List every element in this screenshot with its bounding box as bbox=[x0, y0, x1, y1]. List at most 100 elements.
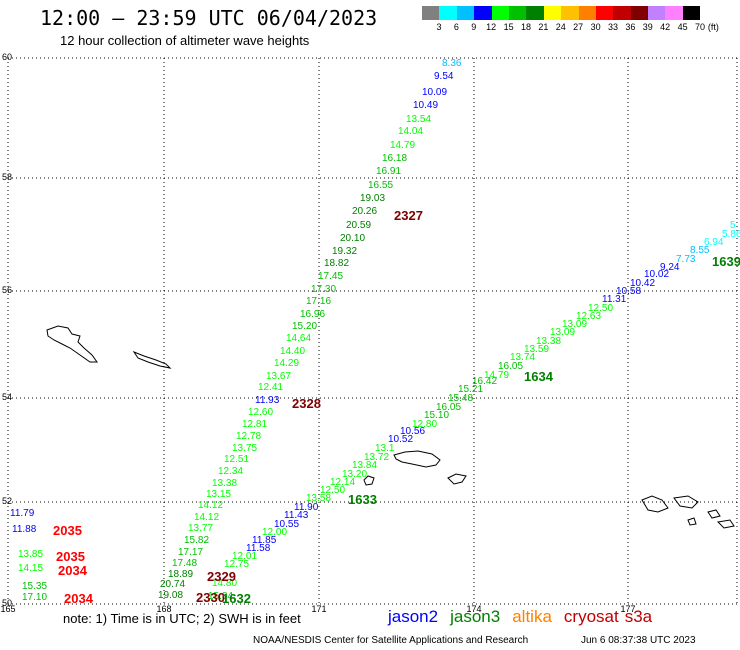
color-swatch bbox=[682, 6, 701, 20]
wave-height-label: 15.48 bbox=[448, 393, 473, 404]
pass-time-label: 2034 bbox=[64, 591, 94, 606]
wave-height-label: 12.78 bbox=[236, 431, 261, 442]
color-swatch bbox=[543, 6, 562, 20]
wave-height-label: 11.79 bbox=[10, 508, 35, 519]
coastline-shape bbox=[687, 517, 697, 526]
wave-height-label: 14.15 bbox=[18, 563, 43, 574]
wave-height-label: 7.73 bbox=[676, 254, 696, 265]
wave-height-label: 12.50 bbox=[588, 303, 613, 314]
wave-height-label: 10.58 bbox=[616, 286, 641, 297]
color-scale-label: 15 bbox=[503, 22, 514, 32]
wave-height-label: 13.09 bbox=[550, 327, 575, 338]
wave-height-label: 13.15 bbox=[206, 489, 231, 500]
wave-height-label: 12.01 bbox=[232, 551, 257, 562]
wave-height-label: 20.74 bbox=[160, 579, 185, 590]
pass-time-label: 2035 bbox=[56, 549, 85, 564]
wave-height-label: 14.64 bbox=[286, 333, 311, 344]
wave-height-label: 14.12 bbox=[198, 500, 223, 511]
color-scale-label: 27 bbox=[573, 22, 584, 32]
wave-height-label: 13.77 bbox=[188, 523, 213, 534]
latitude-label: 60 bbox=[2, 52, 12, 62]
wave-height-label: 16.91 bbox=[376, 166, 401, 177]
wave-height-label: 15.20 bbox=[292, 321, 317, 332]
wave-height-label: 12.80 bbox=[412, 419, 437, 430]
color-swatch bbox=[508, 6, 527, 20]
coastline-shape bbox=[363, 475, 375, 486]
wave-height-label: 10.02 bbox=[644, 269, 669, 280]
longitude-label: 171 bbox=[311, 604, 326, 614]
wave-height-label: 15.84 bbox=[208, 591, 233, 602]
longitude-label: 177 bbox=[620, 604, 635, 614]
color-scale-label: 70 bbox=[694, 22, 705, 32]
wave-height-label: 13.85 bbox=[18, 549, 43, 560]
wave-height-label: 20.10 bbox=[340, 233, 365, 244]
latitude-label: 54 bbox=[2, 392, 12, 402]
pass-time-label: 2330 bbox=[196, 590, 225, 605]
wave-height-label: 11.31 bbox=[602, 294, 627, 305]
time-labels: 2327 2328 2329 2330 1639 1634 1633 1632 2035 2035… bbox=[53, 208, 740, 606]
wave-height-label: 10.42 bbox=[630, 278, 655, 289]
wave-height-label: 14.40 bbox=[280, 346, 305, 357]
wave-height-label: 13.74 bbox=[510, 352, 535, 363]
color-scale-label: 21 bbox=[538, 22, 549, 32]
wave-height-label: 12.41 bbox=[258, 382, 283, 393]
wave-height-label: 12.51 bbox=[224, 454, 249, 465]
color-scale-label: 36 bbox=[625, 22, 636, 32]
wave-height-label: 13.38 bbox=[536, 336, 561, 347]
pass-time-label: 2034 bbox=[58, 563, 88, 578]
wave-height-label: 16.05 bbox=[436, 402, 461, 413]
wave-height-label: 17.17 bbox=[178, 547, 203, 558]
color-scale-label: 45 bbox=[677, 22, 688, 32]
coastline-shape bbox=[673, 495, 699, 509]
color-scale-label: 39 bbox=[642, 22, 653, 32]
wave-height-label: 13.09 bbox=[562, 319, 587, 330]
wave-height-label: 13.20 bbox=[342, 469, 367, 480]
wave-height-label: 16.55 bbox=[368, 180, 393, 191]
wave-height-label: 12.75 bbox=[224, 559, 249, 570]
coastline-shape bbox=[447, 473, 467, 485]
wave-height-label: 17.16 bbox=[306, 296, 331, 307]
wave-height-label: 19.03 bbox=[360, 193, 385, 204]
color-swatch bbox=[665, 6, 683, 20]
satellite-name: s3a bbox=[624, 607, 653, 626]
pass-time-label: 2035 bbox=[53, 523, 82, 538]
color-scale bbox=[422, 6, 701, 20]
color-scale-label: 24 bbox=[555, 22, 566, 32]
color-swatch bbox=[613, 6, 631, 20]
coastline-shape bbox=[716, 519, 735, 529]
color-scale-unit: (ft) bbox=[707, 22, 719, 32]
wave-height-label: 15.21 bbox=[458, 384, 483, 395]
color-scale-label: 3 bbox=[436, 22, 442, 32]
coastline-shape bbox=[132, 350, 172, 369]
wave-height-label: 15.82 bbox=[184, 535, 209, 546]
map-grid bbox=[7, 57, 738, 605]
color-scale-label: 12 bbox=[486, 22, 497, 32]
wave-height-label: 14.79 bbox=[484, 370, 509, 381]
wave-height-label: 19.32 bbox=[332, 246, 357, 257]
pass-time-label: 2329 bbox=[207, 569, 236, 584]
color-swatch bbox=[526, 6, 544, 20]
wave-height-label: 9.54 bbox=[434, 71, 454, 82]
wave-height-label: 12.14 bbox=[330, 477, 355, 488]
color-swatch bbox=[578, 6, 596, 20]
wave-height-label: 15.10 bbox=[424, 410, 449, 421]
legend-note: note: 1) Time is in UTC; 2) SWH is in fe… bbox=[63, 611, 301, 626]
color-swatch bbox=[561, 6, 579, 20]
pass-time-label: 1632 bbox=[222, 591, 251, 606]
longitude-label: 174 bbox=[466, 604, 481, 614]
wave-height-label: 6.94 bbox=[704, 237, 724, 248]
wave-height-label: 11.90 bbox=[294, 502, 319, 513]
pass-time-label: 1639 bbox=[712, 254, 740, 269]
wave-height-label: 16.05 bbox=[498, 361, 523, 372]
wave-height-label: 17.10 bbox=[22, 592, 47, 603]
wave-height-label: 12.60 bbox=[248, 407, 273, 418]
wave-height-label: 12.81 bbox=[242, 419, 267, 430]
wave-height-label: 13.38 bbox=[212, 478, 237, 489]
color-scale-label: 42 bbox=[660, 22, 671, 32]
wave-height-label: 13.59 bbox=[524, 344, 549, 355]
wave-height-label: 20.26 bbox=[352, 206, 377, 217]
wave-height-label: 16.96 bbox=[300, 309, 325, 320]
wave-height-label: 11.43 bbox=[284, 510, 309, 521]
